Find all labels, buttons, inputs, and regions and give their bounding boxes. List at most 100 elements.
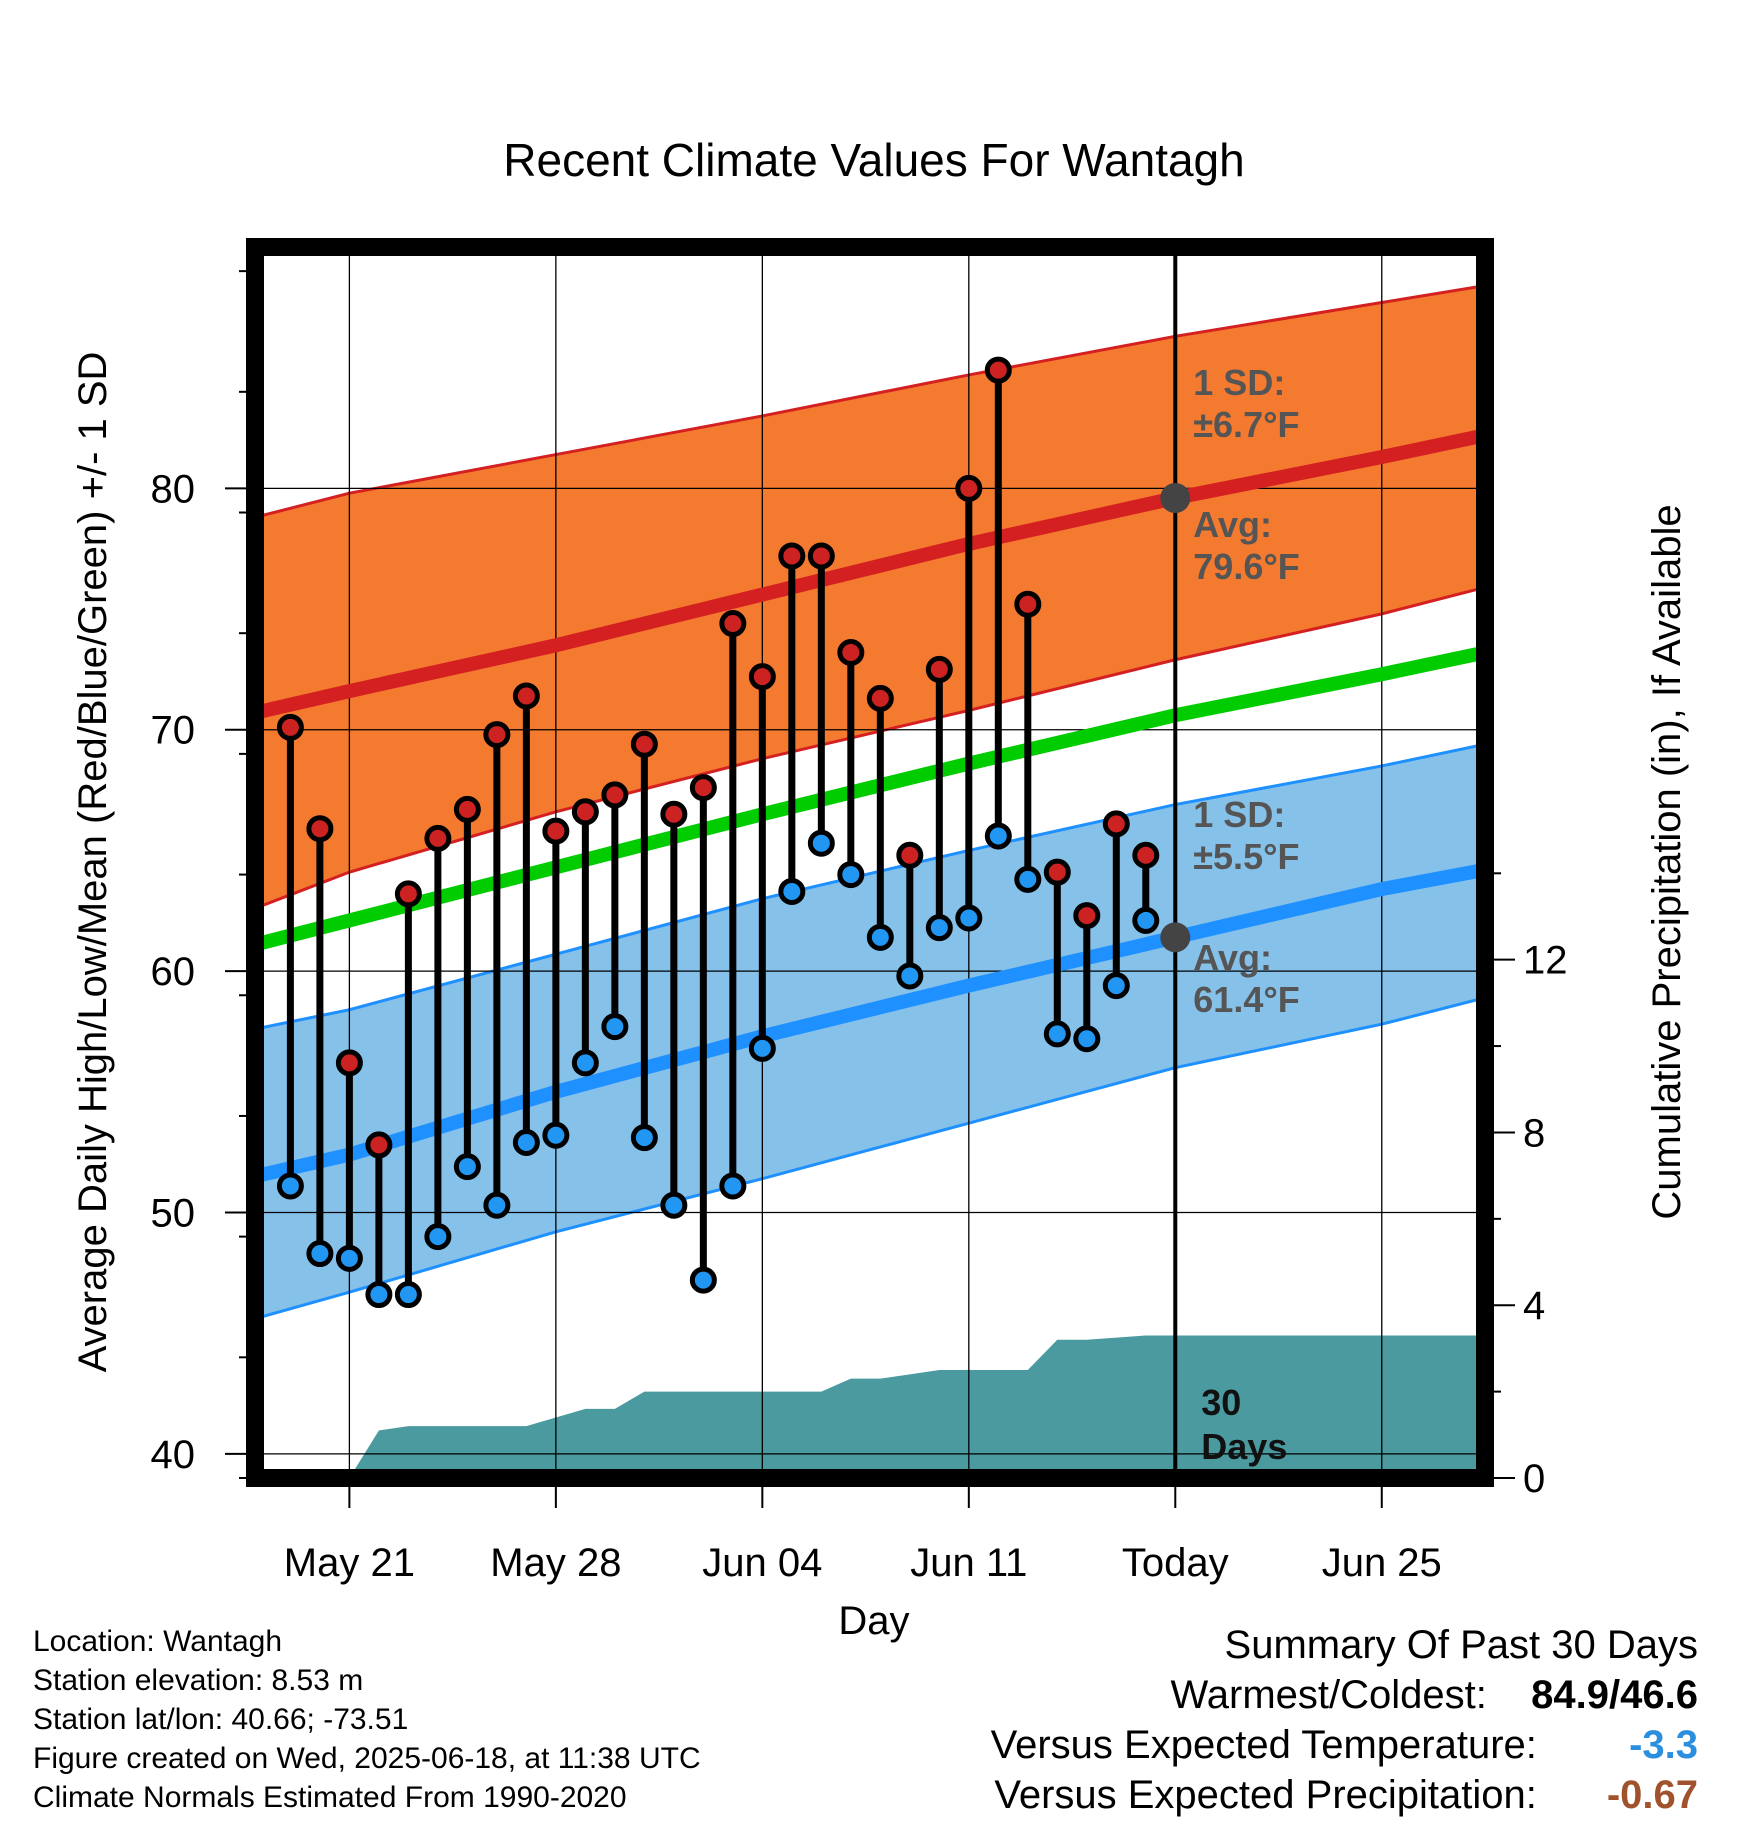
obs-low-point [1073, 1025, 1101, 1053]
obs-high-point [394, 880, 422, 908]
axes: 40 50 60 70 80 0 4 8 12 May 21 May 28 Jun 04 Jun 11 T… [151, 238, 1568, 1585]
days-count-label: 30 [1201, 1382, 1241, 1423]
days-word-label: Days [1201, 1426, 1287, 1467]
obs-low-point [1014, 865, 1042, 893]
summary-precip-row: Versus Expected Precipitation: -0.67 [991, 1770, 1698, 1820]
y2-tick-label: 12 [1523, 939, 1568, 983]
obs-high-point [365, 1131, 393, 1159]
obs-high-point [1073, 902, 1101, 930]
obs-high-point [483, 721, 511, 749]
obs-high-point [1043, 858, 1071, 886]
obs-low-point [807, 829, 835, 857]
obs-low-point [276, 1172, 304, 1200]
obs-high-point [335, 1049, 363, 1077]
obs-low-point [748, 1034, 776, 1062]
y2-tick-label: 4 [1523, 1284, 1545, 1328]
high-sd-label: 1 SD: [1193, 362, 1285, 403]
obs-low-point [512, 1128, 540, 1156]
obs-high-point [571, 798, 599, 826]
obs-high-point [276, 713, 304, 741]
mean-line [255, 645, 1485, 952]
y2-tick-label: 8 [1523, 1111, 1545, 1155]
elevation-text: Station elevation: 8.53 m [33, 1664, 364, 1697]
obs-high-point [955, 474, 983, 502]
low-avg-value: 61.4°F [1193, 979, 1299, 1020]
x-tick-label: Jun 11 [910, 1541, 1027, 1585]
obs-low-point [542, 1121, 570, 1149]
obs-low-point [335, 1244, 363, 1272]
obs-low-point [365, 1281, 393, 1309]
obs-low-point [896, 962, 924, 990]
obs-high-point [1102, 810, 1130, 838]
high-avg-value: 79.6°F [1193, 546, 1299, 587]
high-avg-label: Avg: [1193, 504, 1272, 545]
obs-low-point [837, 861, 865, 889]
normals-text: Climate Normals Estimated From 1990-2020 [33, 1781, 627, 1814]
obs-low-point [1132, 906, 1160, 934]
y-tick-label: 40 [151, 1433, 196, 1477]
y-axis-label: Average Daily High/Low/Mean (Red/Blue/Gr… [71, 352, 115, 1373]
obs-low-point [571, 1049, 599, 1077]
precip-label: Versus Expected Precipitation: [994, 1773, 1537, 1817]
low-sd-value: ±5.5°F [1193, 836, 1299, 877]
obs-low-point [660, 1191, 688, 1219]
x-tick-label: Jun 25 [1322, 1541, 1442, 1585]
y-tick-label: 50 [151, 1191, 196, 1235]
obs-low-point [483, 1191, 511, 1219]
high-avg-line [255, 428, 1485, 720]
x-tick-label: May 21 [284, 1541, 415, 1585]
plot-frame [246, 238, 1494, 1487]
obs-high-point [807, 542, 835, 570]
obs-high-point [630, 730, 658, 758]
precip-value: -0.67 [1606, 1773, 1698, 1817]
obs-high-point [1014, 590, 1042, 618]
obs-low-point [306, 1240, 334, 1268]
high-upper-line [255, 284, 1485, 519]
latlon-text: Station lat/lon: 40.66; -73.51 [33, 1703, 409, 1736]
obs-low-point [394, 1281, 422, 1309]
obs-low-point [689, 1266, 717, 1294]
obs-high-point [778, 542, 806, 570]
obs-high-point [866, 684, 894, 712]
obs-high-point [984, 356, 1012, 384]
obs-low-point [1102, 972, 1130, 1000]
obs-low-point [955, 904, 983, 932]
obs-low-point [424, 1223, 452, 1251]
temp-label: Versus Expected Temperature: [990, 1723, 1537, 1767]
obs-high-point [896, 841, 924, 869]
high-sd-band [255, 285, 1485, 909]
obs-low-point [453, 1153, 481, 1181]
obs-low-point [778, 877, 806, 905]
y2-axis-label: Cumulative Precipitation (in), If Availa… [1645, 504, 1689, 1219]
summary-panel: Summary Of Past 30 Days Warmest/Coldest:… [991, 1620, 1698, 1820]
temp-value: -3.3 [1629, 1723, 1698, 1767]
obs-low-point [866, 923, 894, 951]
today-low-avg-marker [1160, 922, 1191, 953]
y-tick-label: 70 [151, 709, 196, 753]
obs-high-point [542, 817, 570, 845]
obs-high-point [424, 824, 452, 852]
y2-tick-label: 0 [1523, 1457, 1545, 1501]
chart-title: Recent Climate Values For Wantagh [503, 134, 1244, 186]
x-axis-label: Day [838, 1599, 909, 1643]
obs-low-point [719, 1172, 747, 1200]
summary-title: Summary Of Past 30 Days [1224, 1623, 1698, 1667]
obs-high-point [601, 781, 629, 809]
obs-low-point [630, 1124, 658, 1152]
obs-high-point [719, 610, 747, 638]
obs-high-point [660, 800, 688, 828]
station-info: Location: Wantagh Station elevation: 8.5… [33, 1622, 701, 1817]
obs-high-point [306, 815, 334, 843]
low-sd-label: 1 SD: [1193, 794, 1285, 835]
high-lower-line [255, 585, 1485, 910]
low-avg-label: Avg: [1193, 937, 1272, 978]
x-tick-label: Today [1122, 1541, 1229, 1585]
warm-cold-label: Warmest/Coldest: [1170, 1673, 1487, 1717]
warm-cold-value: 84.9/46.6 [1531, 1673, 1698, 1717]
obs-high-point [837, 639, 865, 667]
obs-low-point [984, 822, 1012, 850]
today-high-avg-marker [1160, 483, 1191, 514]
precip-area [349, 1335, 1485, 1478]
